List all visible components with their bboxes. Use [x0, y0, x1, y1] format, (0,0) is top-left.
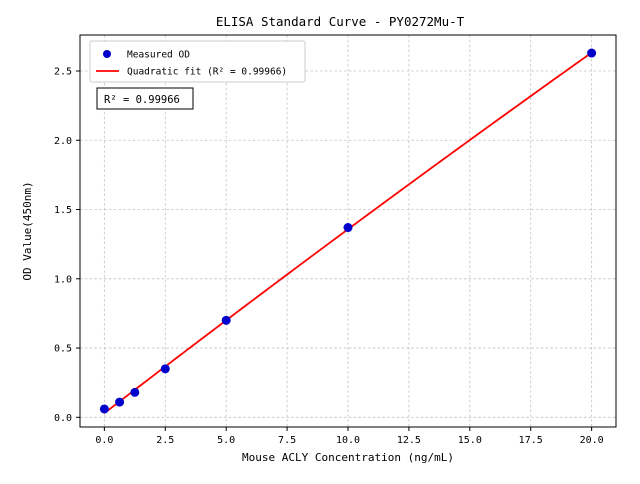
y-tick-label: 1.0 — [54, 274, 72, 285]
x-tick-label: 2.5 — [156, 435, 174, 446]
chart-title: ELISA Standard Curve - PY0272Mu-T — [216, 14, 465, 29]
y-axis-label: OD Value(450nm) — [21, 181, 34, 280]
plot-area: 0.0 2.5 5.0 7.5 10.0 12.5 15.0 17.5 20.0 0.0 0.5 1.… — [54, 34, 617, 446]
x-tick-label: 7.5 — [278, 435, 296, 446]
data-point — [99, 404, 109, 414]
y-tick-label: 1.5 — [54, 205, 72, 216]
x-tick-label: 10.0 — [336, 435, 360, 446]
legend: Measured OD Quadratic fit (R² = 0.99966) — [89, 40, 306, 83]
x-tick-label: 5.0 — [217, 435, 235, 446]
legend-label-measured-od: Measured OD — [127, 50, 190, 61]
data-point — [343, 223, 353, 233]
y-tick-label: 2.5 — [54, 67, 72, 78]
x-axis-label: Mouse ACLY Concentration (ng/mL) — [242, 451, 454, 464]
legend-label-quadratic-fit: Quadratic fit (R² = 0.99966) — [127, 67, 287, 78]
x-tick-label: 0.0 — [95, 435, 113, 446]
x-tick-label: 17.5 — [519, 435, 543, 446]
data-point — [130, 387, 140, 397]
data-point — [115, 397, 125, 407]
r-squared-annotation: R² = 0.99966 — [96, 87, 194, 110]
y-tick-label: 0.0 — [54, 413, 72, 424]
legend-frame — [89, 40, 306, 83]
y-tick-label: 0.5 — [54, 344, 72, 355]
annotation-text: R² = 0.99966 — [104, 94, 180, 106]
data-point — [587, 48, 597, 58]
x-tick-label: 15.0 — [458, 435, 482, 446]
data-point — [221, 315, 231, 325]
legend-marker-dot — [103, 50, 111, 58]
data-point — [160, 364, 170, 374]
x-tick-label: 20.0 — [580, 435, 604, 446]
annotation-box — [96, 87, 194, 110]
y-tick-label: 2.0 — [54, 136, 72, 147]
x-tick-label: 12.5 — [397, 435, 421, 446]
